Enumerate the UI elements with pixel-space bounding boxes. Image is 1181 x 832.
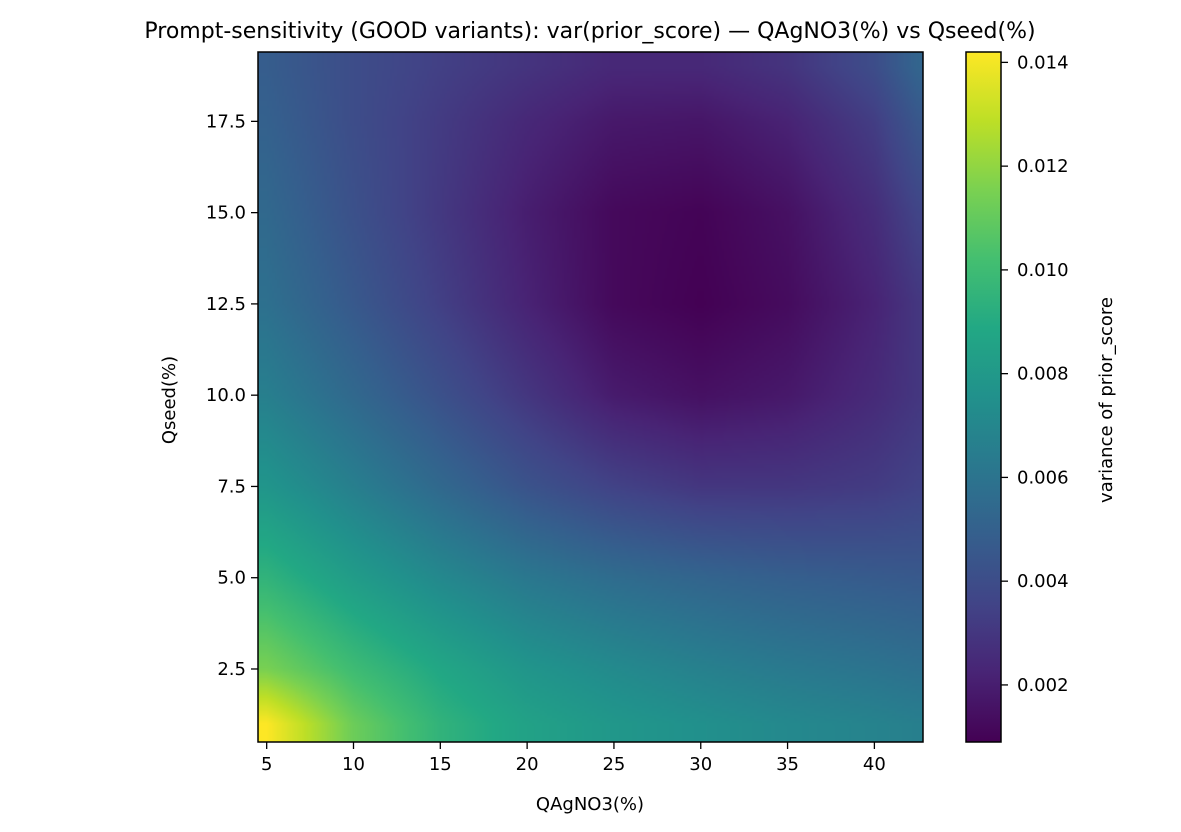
x-tick-label: 30: [689, 754, 712, 775]
x-axis-label: QAgNO3(%): [536, 794, 644, 815]
y-axis-ticks: 2.5 5.0 7.5 10.0 12.5 15.0 17.5: [206, 111, 258, 680]
colorbar-tick-label: 0.010: [1017, 260, 1069, 281]
y-tick-label: 7.5: [217, 476, 246, 497]
colorbar-gradient: [966, 52, 1001, 742]
heatmap-image: [258, 52, 923, 742]
y-tick-label: 10.0: [206, 385, 246, 406]
colorbar-ticks: 0.002 0.004 0.006 0.008 0.010 0.012 0.014: [1001, 52, 1069, 696]
x-tick-label: 35: [776, 754, 799, 775]
y-axis-label: Qseed(%): [159, 356, 180, 444]
colorbar-tick-label: 0.002: [1017, 675, 1069, 696]
colorbar-frame: [965, 51, 1002, 743]
plot-area: [257, 51, 924, 743]
x-tick-label: 20: [516, 754, 539, 775]
x-tick-label: 5: [261, 754, 272, 775]
y-tick-label: 2.5: [217, 659, 246, 680]
colorbar-tick-label: 0.008: [1017, 364, 1069, 385]
colorbar-tick-label: 0.006: [1017, 467, 1069, 488]
colorbar-tick-label: 0.012: [1017, 156, 1069, 177]
colorbar-tick-label: 0.004: [1017, 571, 1069, 592]
plot-frame: [257, 51, 924, 743]
y-tick-label: 12.5: [206, 294, 246, 315]
x-axis-ticks: 5 10 15 20 25 30 35 40: [261, 742, 886, 775]
y-tick-label: 15.0: [206, 203, 246, 224]
colorbar: 0.002 0.004 0.006 0.008 0.010 0.012 0.014 vari…: [965, 51, 1117, 743]
x-tick-label: 25: [602, 754, 625, 775]
x-tick-label: 10: [342, 754, 365, 775]
y-tick-label: 17.5: [206, 111, 246, 132]
y-tick-label: 5.0: [217, 568, 246, 589]
colorbar-tick-label: 0.014: [1017, 52, 1069, 73]
chart-title: Prompt-sensitivity (GOOD variants): var(…: [144, 19, 1035, 44]
x-tick-label: 40: [863, 754, 886, 775]
x-tick-label: 15: [429, 754, 452, 775]
colorbar-label: variance of prior_score: [1096, 297, 1117, 503]
